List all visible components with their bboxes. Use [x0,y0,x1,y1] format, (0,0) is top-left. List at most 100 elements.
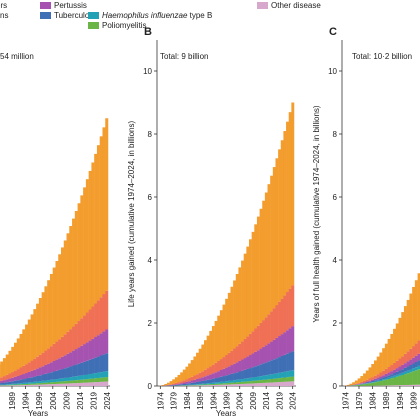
panel-b-bar-segment [196,378,199,382]
panel-a-bar-segment [105,329,109,354]
panel-b-bar-segment [288,352,292,371]
panel-a-bar-segment [58,381,62,384]
panel-a-bar-segment [58,383,62,386]
panel-b-bar-segment [254,328,258,352]
panel-a-bar-segment [91,373,95,379]
panel-a-bar-segment [36,383,40,385]
panel-b-bar-segment [222,383,226,385]
panel-a-bar-segment [66,353,70,368]
panel-b-bar-segment [251,367,255,378]
panel-a-bar-segment [99,377,103,382]
panel-a-bar-segment [2,380,6,383]
panel-b-bar-segment [188,381,192,384]
legend-item: Haemophilus influenzae type B [88,11,212,20]
panel-c-bar-segment [387,372,391,376]
panel-a-bar-segment [47,382,51,385]
panel-b-bar-segment [246,383,250,386]
panel-b-bar-segment [193,384,197,386]
panel-b-bar-segment [185,366,189,380]
panel-b-bar-segment [164,384,168,386]
panel-a-bar-segment [38,298,42,355]
panel-b-bar-segment [249,333,252,356]
panel-a-bar-segment [72,380,76,384]
panel-b-bar-segment [233,348,237,364]
panel-b-bar-segment [283,131,287,296]
panel-b-bar-segment [283,295,287,333]
panel-a-bar-segment [33,383,37,385]
panel-b-bar-segment [180,372,184,382]
panel-a-bar-segment [19,384,23,386]
panel-b-bar-segment [270,382,274,386]
panel-a-bar-segment [63,381,67,384]
panel-b-bar-segment [196,384,199,386]
panel-a-bar-segment [77,375,81,380]
panel-b-bar-segment [286,353,289,372]
panel-b-bar-segment [283,354,287,372]
panel-c-bar-segment [384,343,388,369]
panel-c-bar-segment [395,368,399,372]
panel-b-bar-segment [251,331,255,354]
panel-c-bar-segment [354,385,358,386]
panel-a-bar-segment [8,350,12,374]
panel-c-bar-segment [417,365,420,370]
panel-a-bar-segment [47,384,51,386]
panel-a-bar-segment [61,356,65,370]
panel-b-bar-segment [169,381,173,385]
panel-a-bar-segment [74,364,78,377]
panel-c-bar-segment [376,379,380,381]
legend-item: ers [0,1,7,10]
panel-a-bar-segment [94,373,98,379]
panel-a-bar-segment [94,382,98,386]
panel-b-bar-segment [230,373,234,381]
panel-a-bar-segment [16,384,20,386]
panel-c-bar-segment [398,366,402,371]
panel-b-x-tick-label: 1999 [223,391,232,409]
panel-c-bar-segment [357,382,361,384]
panel-b-bar-segment [177,374,181,383]
panel-c-bar-segment [409,359,413,366]
panel-b-bar-segment [291,102,295,286]
panel-a-bar-segment [11,372,15,378]
panel-a-bar-segment [0,380,4,384]
panel-b-bar-segment [214,362,218,373]
panel-a-bar-segment [55,370,59,380]
panel-a-bar-segment [80,362,84,376]
panel-b-bar-segment [211,382,215,384]
panel-b-bar-segment [246,368,250,379]
panel-a-bar-segment [14,384,18,386]
panel-c-bar-segment [401,364,405,370]
panel-c-bar-segment [390,385,394,386]
panel-a-bar-segment [14,376,18,381]
panel-c-bar-segment [412,357,416,364]
panel-a-bar-segment [91,162,95,307]
panel-b-bar-segment [204,385,207,386]
panel-b-bar-segment [264,379,268,383]
panel-b-bar-segment [172,383,176,385]
panel-c-bar-segment [417,360,420,366]
panel-a-bar-segment [27,319,31,363]
panel-b-bar-segment [233,363,237,374]
panel-a-bar-segment [83,361,87,375]
panel-a-bar-segment [49,362,53,373]
panel-a-bar-segment [96,145,100,301]
panel-a-bar-segment [19,385,23,386]
panel-a-bar-segment [91,378,95,383]
panel-a-bar-segment [49,382,53,385]
panel-b-bar-segment [264,192,268,318]
panel-b-bar-segment [259,322,263,349]
panel-a-bar-segment [63,377,67,382]
panel-b-bar-segment [172,379,176,384]
panel-c-bar-segment [395,371,399,375]
panel-b-bar-segment [286,377,289,382]
panel-a-bar-segment [72,365,76,377]
panel-b-bar-segment [201,383,205,385]
panel-a-bar-segment [91,338,95,359]
panel-a-bar-segment [11,346,15,373]
panel-b-bar-segment [275,358,279,374]
panel-c-bar-segment [393,369,397,374]
panel-b-bar-segment [267,361,271,375]
panel-a-bar-segment [94,378,98,383]
panel-a-bar-segment [55,381,59,384]
panel-b-bar-segment [280,377,284,382]
panel-c-bar-segment [354,380,358,384]
